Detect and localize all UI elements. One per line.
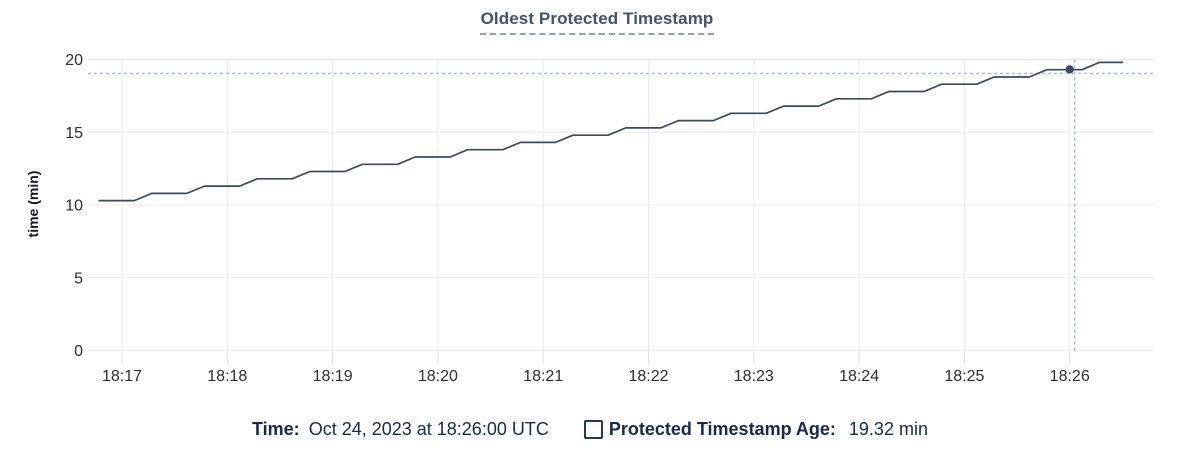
y-tick-label: 10 xyxy=(65,198,83,215)
x-tick-label: 18:23 xyxy=(734,368,774,385)
x-tick-label: 18:24 xyxy=(839,368,879,385)
series-value: 19.32 min xyxy=(848,419,928,439)
x-tick-label: 18:25 xyxy=(944,368,984,385)
series-toggle-checkbox[interactable] xyxy=(583,420,603,439)
line-chart-plot[interactable]: 0 5 10 15 20 18:17 18:18 18:19 18:20 18:21 18:22 18… xyxy=(0,0,1194,400)
chart-header: Oldest Protected Timestamp xyxy=(0,9,1194,35)
y-tick-label: 20 xyxy=(65,52,83,69)
time-label: Time: xyxy=(252,419,300,439)
x-tick-label: 18:20 xyxy=(418,368,458,385)
y-tick-label: 15 xyxy=(65,125,83,142)
x-tick-label: 18:17 xyxy=(102,368,142,385)
x-tick-label: 18:21 xyxy=(523,368,563,385)
x-tick-label: 18:26 xyxy=(1050,368,1090,385)
series-label: Protected Timestamp Age: xyxy=(608,419,836,439)
y-tick-label: 5 xyxy=(74,270,83,287)
time-value: Oct 24, 2023 at 18:26:00 UTC xyxy=(308,419,549,439)
y-tick-label: 0 xyxy=(74,343,83,360)
x-tick-label: 18:22 xyxy=(628,368,668,385)
x-tick-label: 18:19 xyxy=(313,368,353,385)
chart-title[interactable]: Oldest Protected Timestamp xyxy=(479,9,715,35)
hover-dot xyxy=(1065,65,1074,74)
hover-readout-legend: Time: Oct 24, 2023 at 18:26:00 UTC Prote… xyxy=(252,419,928,440)
x-tick-label: 18:18 xyxy=(207,368,247,385)
chart-series-line xyxy=(98,61,1124,202)
